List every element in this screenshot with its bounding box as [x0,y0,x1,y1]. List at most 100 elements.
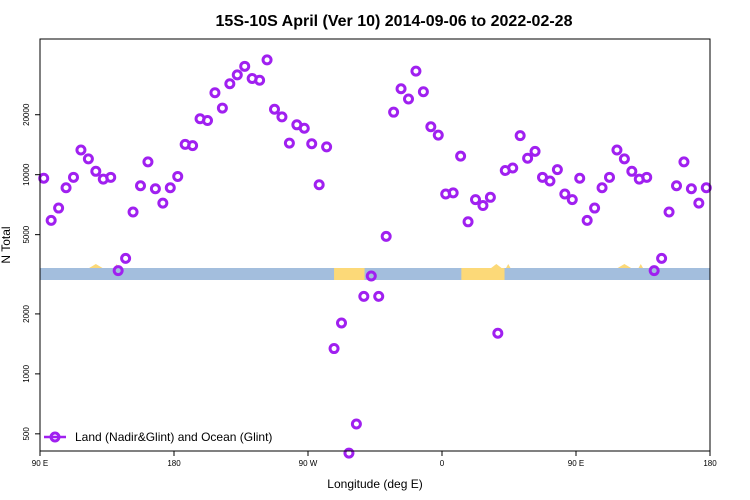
data-point [90,165,102,177]
x-tick-label: 90 E [32,459,48,468]
data-point [470,194,481,206]
chart-title: 15S-10S April (Ver 10) 2014-09-06 to 202… [216,13,573,30]
x-axis: 90 E 180 90 W 0 90 E 180 [32,451,717,468]
data-point [269,103,280,115]
data-point [514,130,526,142]
data-point [350,418,362,430]
y-axis: 500 1000 2000 5000 10000 20000 [22,103,40,441]
y-tick-label: 5000 [22,225,31,243]
data-point [373,290,385,302]
y-tick-label: 1000 [22,364,31,382]
data-point [574,172,586,184]
y-axis-label: N Total [0,226,13,263]
y-tick-label: 10000 [22,163,31,186]
data-point [45,214,57,226]
data-point [261,54,273,66]
data-point [336,317,347,329]
data-point [298,122,310,134]
data-point [172,170,184,182]
data-point [321,141,333,153]
data-point [529,145,541,157]
data-point [656,252,668,264]
data-point [53,202,65,214]
data-point [663,206,675,218]
y-tick-label: 20000 [22,103,31,126]
land-region [334,268,365,280]
data-point [589,202,601,214]
data-point [671,180,682,192]
land-region [461,268,505,280]
data-point [559,188,571,200]
data-point [604,171,615,183]
x-tick-label: 90 W [299,459,318,468]
x-tick-label: 180 [167,459,181,468]
legend-marker [49,431,61,443]
data-points [38,54,712,459]
data-point [455,150,467,162]
data-point [462,216,474,228]
data-point [522,152,534,164]
data-point [82,153,94,165]
land-bump [617,264,632,268]
data-point [135,180,146,192]
data-point [358,290,370,302]
data-point [700,182,712,194]
data-point [403,93,414,105]
data-point [276,111,288,123]
data-point [685,183,697,195]
data-point [202,115,213,127]
data-point [112,265,124,277]
data-point [551,164,563,176]
data-point [283,137,295,149]
data-point [254,74,266,86]
data-point [231,69,243,81]
data-point [239,60,251,72]
data-point [395,83,407,95]
land-bump [638,264,643,268]
data-point [105,171,117,183]
data-point [596,182,608,194]
data-point [209,87,221,99]
data-point [477,200,489,212]
data-point [410,65,422,77]
data-point [306,138,318,150]
data-point [187,140,199,152]
data-point [641,171,653,183]
x-axis-label: Longitude (deg E) [327,477,422,491]
data-point [38,172,50,184]
data-point [216,102,228,114]
data-point [127,206,139,218]
data-point [544,175,556,187]
data-point [75,144,87,156]
data-point [492,327,504,339]
data-point [380,230,392,242]
data-point [618,153,630,165]
land-bump [506,264,511,268]
data-point [157,197,169,209]
data-point [626,165,638,177]
data-point [648,265,660,277]
data-point [60,182,72,194]
data-point [120,252,132,264]
data-point [507,162,519,174]
data-point [425,121,437,133]
data-point [566,194,578,206]
data-point [447,187,459,199]
data-point [678,156,690,168]
land-bump [89,264,103,268]
data-point [365,270,377,282]
data-point [417,86,429,98]
legend: Land (Nadir&Glint) and Ocean (Glint) [44,430,272,444]
plot-frame [39,38,711,452]
x-tick-label: 0 [440,459,445,468]
data-point [581,214,593,226]
y-tick-label: 2000 [22,304,31,322]
data-point [611,144,623,156]
data-point [693,197,705,209]
data-point [484,191,496,203]
data-point [164,182,176,194]
data-point [68,171,79,183]
y-tick-label: 500 [22,427,31,441]
x-tick-label: 180 [703,459,717,468]
